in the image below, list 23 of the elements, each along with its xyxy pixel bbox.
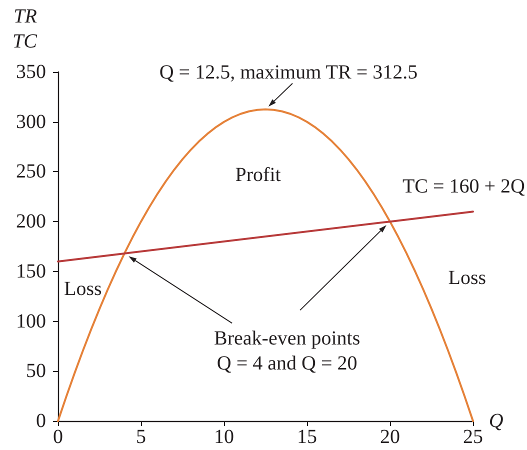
x-tick-label: 20 (380, 426, 400, 448)
x-tick-label: 25 (463, 426, 483, 448)
x-tick-label: 10 (214, 426, 234, 448)
y-tick-label: 350 (16, 61, 46, 83)
y-tick-label: 150 (16, 260, 46, 282)
y-tick-label: 50 (26, 360, 46, 382)
y-tick-label: 200 (16, 210, 46, 233)
y-tick-label: 100 (16, 310, 46, 332)
y-axis-title: TR TC (12, 6, 38, 52)
annotation: Loss (64, 278, 102, 300)
annotation: Q = 12.5, maximum TR = 312.5 (159, 61, 418, 84)
x-tick-label: 5 (136, 426, 146, 448)
y-tick-label: 250 (16, 160, 46, 183)
annotation: Profit (235, 164, 282, 186)
x-axis-title: Q (488, 410, 504, 432)
annotation: Loss (448, 266, 486, 289)
annotation: Break-even points Q = 4 and Q = 20 (214, 328, 360, 375)
line-series (57, 210, 474, 262)
series-label: TC = 160 + 2Q (402, 176, 526, 198)
x-tick-label: 15 (297, 426, 317, 448)
y-tick-label: 0 (36, 410, 46, 432)
y-tick-label: 300 (16, 110, 46, 133)
x-tick-label: 0 (53, 426, 63, 448)
